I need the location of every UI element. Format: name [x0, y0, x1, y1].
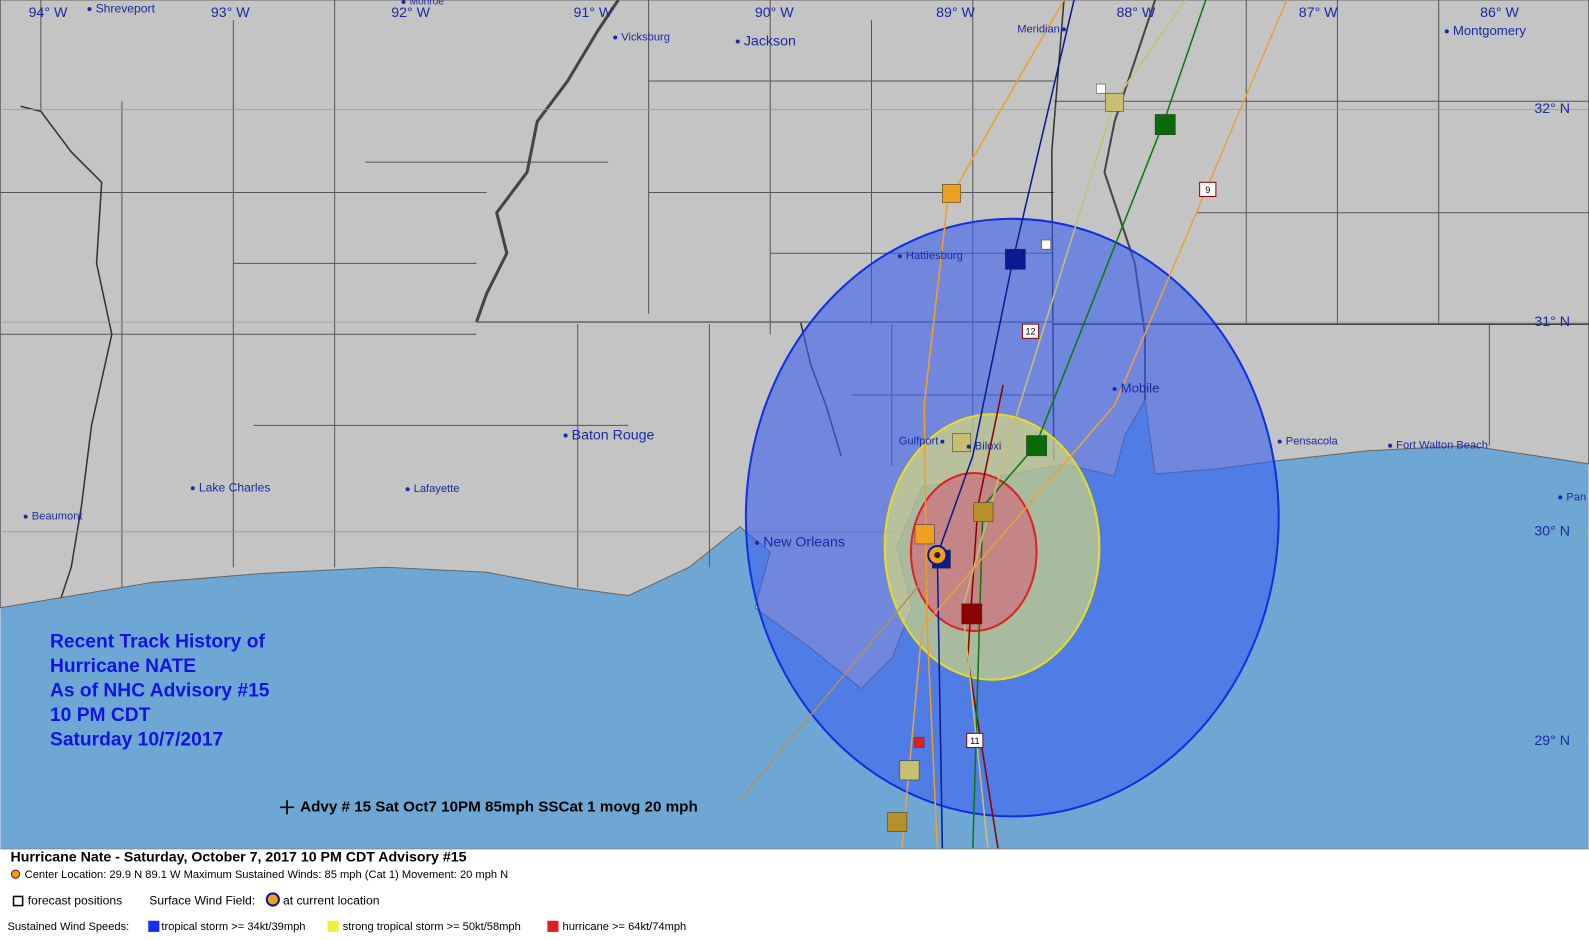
city-label: Shreveport [96, 1, 156, 15]
forecast-marker-box [1021, 323, 1040, 339]
city-label: Biloxi [975, 441, 1002, 453]
city-label: New Orleans [763, 535, 845, 551]
graticule [0, 108, 1589, 742]
legend-hu-swatch [547, 920, 559, 932]
history-title: Hurricane NATE [50, 656, 196, 677]
city-label: Jackson [744, 33, 796, 49]
longitude-label: 86° W [1480, 5, 1519, 21]
city-label: Mobile [1121, 380, 1160, 395]
hu-wind-field [909, 472, 1038, 633]
city-dot [1112, 386, 1117, 391]
city-label: Meridian [1017, 23, 1060, 35]
legend-center: Center Location: 29.9 N 89.1 W Maximum S… [25, 869, 509, 881]
city-label: Lake Charles [199, 480, 271, 494]
legend-speeds: Sustained Wind Speeds: [7, 921, 129, 933]
history-title: As of NHC Advisory #15 [50, 681, 270, 702]
move-icon [279, 800, 295, 815]
forecast-marker-box [966, 732, 984, 749]
longitude-label: 93° W [211, 5, 250, 21]
legend-title: Hurricane Nate - Saturday, October 7, 20… [10, 850, 466, 866]
legend-current-icon [265, 892, 280, 907]
city-dot [401, 0, 406, 5]
forecast-marker-label: 9 [1205, 185, 1210, 195]
city-dot [87, 7, 92, 12]
city-dot [405, 487, 410, 492]
longitude-label: 87° W [1299, 5, 1338, 21]
history-title: Saturday 10/7/2017 [50, 730, 223, 751]
city-dot [1277, 439, 1282, 444]
city-dot [897, 254, 902, 259]
city-label: Fort Walton Beach [1396, 440, 1488, 452]
legend-ts: tropical storm >= 34kt/39mph [161, 921, 305, 933]
city-label: Pensacola [1286, 436, 1339, 448]
city-label: Baton Rouge [572, 427, 655, 443]
city-dot [754, 540, 760, 545]
advisory-label: Advy # 15 Sat Oct7 10PM 85mph SSCat 1 mo… [300, 798, 698, 815]
city-dot [23, 514, 28, 519]
legend-center-icon [10, 869, 21, 879]
legend-forecast-icon [12, 895, 24, 907]
city-label: Beaumont [32, 511, 84, 523]
city-dot [1444, 29, 1449, 34]
legend-ts-swatch [148, 920, 160, 932]
legend-current: at current location [283, 894, 380, 908]
city-dot [966, 444, 971, 449]
forecast-marker-label: 12 [1025, 327, 1035, 337]
legend-wind-field: Surface Wind Field: [149, 894, 255, 908]
longitude-label: 92° W [391, 5, 430, 21]
city-label: Vicksburg [621, 31, 670, 43]
city-dot [613, 35, 618, 40]
city-label: Pan [1566, 491, 1586, 503]
city-label: Monroe [410, 0, 445, 8]
longitude-label: 94° W [29, 5, 68, 21]
history-title: Recent Track History of [50, 631, 265, 652]
longitude-label: 91° W [574, 5, 613, 21]
longitude-label: 90° W [755, 5, 794, 21]
city-dot [1558, 495, 1563, 500]
legend-forecast: forecast positions [28, 894, 122, 908]
legend-hu: hurricane >= 64kt/74mph [563, 921, 687, 933]
longitude-label: 88° W [1116, 5, 1155, 21]
city-dot [563, 433, 568, 438]
forecast-marker-box [1199, 181, 1217, 198]
city-dot [190, 486, 195, 491]
history-title: 10 PM CDT [50, 705, 151, 726]
latitude-label: 31° N [1534, 314, 1570, 330]
city-dot [735, 39, 740, 44]
city-label: Gulfport [899, 436, 939, 448]
city-dot [1388, 443, 1393, 448]
legend-sts: strong tropical storm >= 50kt/58mph [343, 921, 521, 933]
longitude-label: 89° W [936, 5, 975, 21]
city-label: Montgomery [1453, 23, 1527, 38]
latitude-label: 30° N [1534, 524, 1570, 540]
latitude-label: 29° N [1534, 733, 1570, 749]
latitude-label: 32° N [1534, 101, 1570, 117]
city-dot [1061, 27, 1066, 32]
city-dot [940, 439, 945, 444]
legend-panel [0, 848, 1589, 940]
forecast-marker-label: 11 [970, 736, 979, 746]
city-label: Lafayette [414, 483, 460, 495]
city-label: Hattiesburg [906, 250, 963, 262]
legend-sts-swatch [327, 920, 339, 932]
current-location-dot [934, 552, 941, 559]
